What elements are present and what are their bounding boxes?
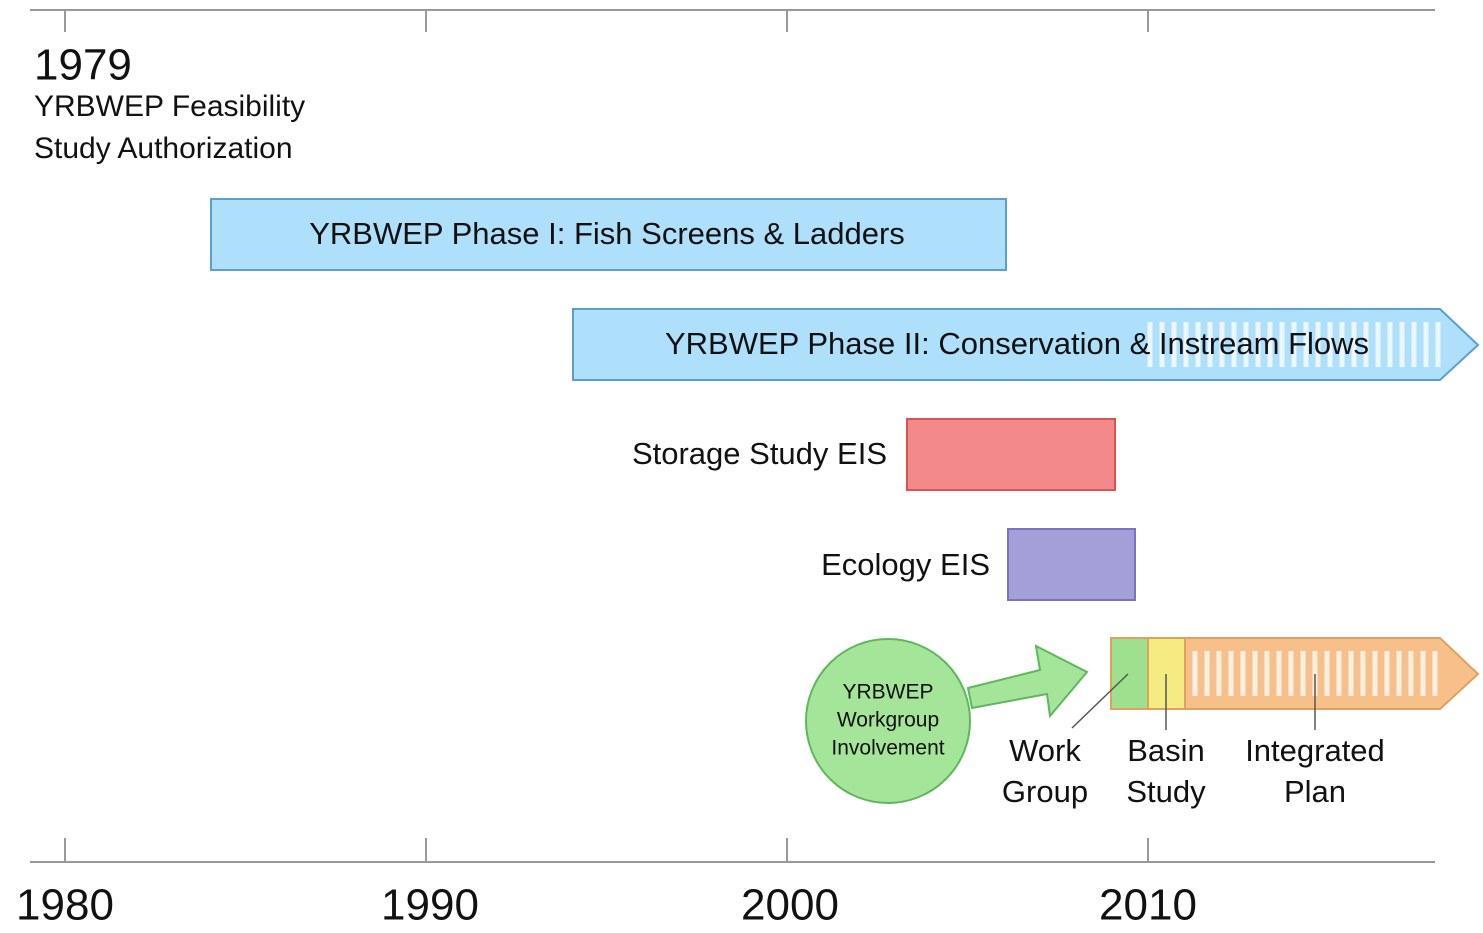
bar-label: Storage Study EIS xyxy=(632,436,887,471)
phase-label: Work xyxy=(1009,733,1081,768)
basin-study-bar xyxy=(1147,637,1186,710)
workgroup-label: Workgroup xyxy=(837,709,939,732)
phase-label: Plan xyxy=(1284,774,1346,809)
workgroup-label: Involvement xyxy=(831,737,944,760)
tick-label: 2010 xyxy=(1099,881,1197,930)
header-title: Study Authorization xyxy=(34,132,293,165)
phase-2-bar xyxy=(572,308,1480,381)
bar-label: Ecology EIS xyxy=(821,547,990,582)
arrow xyxy=(966,644,1089,719)
header-year: 1979 xyxy=(34,41,132,90)
workgroup-label: YRBWEP xyxy=(842,681,933,704)
phase-label: Basin xyxy=(1127,733,1205,768)
tick-label: 2000 xyxy=(741,881,839,930)
workgroup-circle xyxy=(805,638,971,804)
phase-1-bar xyxy=(210,198,1007,271)
bar-label: YRBWEP Phase I: Fish Screens & Ladders xyxy=(309,216,905,251)
phase-label: Study xyxy=(1126,774,1206,809)
stripes xyxy=(1147,322,1441,367)
storage-bar xyxy=(906,418,1116,491)
phase-label: Group xyxy=(1002,774,1088,809)
tick-marks xyxy=(64,10,1149,862)
bar-label: YRBWEP Phase II: Conservation & Instream… xyxy=(665,326,1369,361)
header-title: YRBWEP Feasibility xyxy=(34,90,305,123)
tick-label: 1990 xyxy=(381,881,479,930)
ecology-bar xyxy=(1007,528,1136,601)
stripes xyxy=(1192,651,1438,696)
leader-lines xyxy=(1071,673,1316,730)
work-group-bar xyxy=(1110,637,1149,710)
tick-label: 1980 xyxy=(16,881,114,930)
phase-label: Integrated xyxy=(1245,733,1385,768)
